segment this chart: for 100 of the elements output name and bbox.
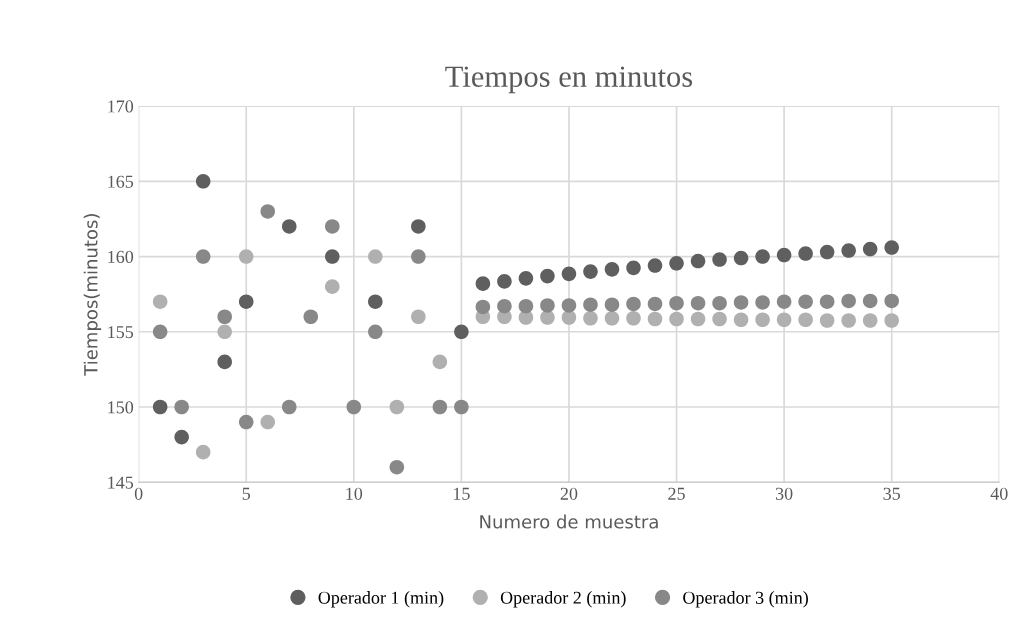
point <box>475 276 491 291</box>
point <box>368 294 383 309</box>
chart-title: Tiempos en minutos <box>445 66 693 94</box>
point <box>841 243 856 258</box>
point <box>776 294 792 309</box>
point <box>798 312 813 328</box>
point <box>712 311 727 327</box>
point <box>862 293 878 309</box>
point <box>583 310 598 326</box>
point <box>669 295 684 311</box>
point <box>561 310 577 325</box>
point <box>454 324 469 340</box>
point <box>325 219 340 234</box>
y-tick-label: 145 <box>108 476 134 489</box>
point <box>454 399 469 415</box>
point <box>884 313 899 328</box>
point <box>303 309 319 325</box>
point <box>819 313 835 328</box>
point <box>368 324 383 340</box>
point <box>561 298 577 313</box>
point <box>712 252 727 267</box>
x-tick-label: 20 <box>560 487 578 500</box>
point <box>497 274 512 289</box>
point <box>540 268 555 284</box>
point <box>669 311 684 327</box>
x-tick-label: 5 <box>242 487 251 500</box>
point <box>798 294 813 309</box>
point <box>626 296 641 312</box>
point <box>798 246 813 261</box>
point <box>432 399 448 415</box>
point <box>195 249 211 264</box>
point <box>174 429 189 445</box>
point <box>195 444 211 460</box>
y-tick-label: 150 <box>108 401 134 414</box>
point <box>217 354 232 370</box>
point <box>626 310 641 326</box>
x-tick-label: 35 <box>883 487 901 500</box>
point <box>669 256 684 271</box>
point <box>411 309 426 325</box>
point <box>647 311 663 327</box>
point <box>604 310 620 326</box>
point <box>690 253 706 269</box>
point <box>411 249 426 264</box>
point <box>389 399 405 415</box>
point <box>776 312 792 328</box>
point <box>325 249 340 264</box>
y-tick-label: 165 <box>108 175 134 188</box>
point <box>346 399 362 415</box>
point <box>195 174 211 189</box>
point <box>152 294 168 309</box>
point <box>647 258 663 273</box>
x-tick-label: 40 <box>990 487 1008 500</box>
point <box>884 293 899 309</box>
point <box>626 260 641 276</box>
point <box>841 313 856 328</box>
y-tick-label: 170 <box>108 100 134 113</box>
point <box>819 294 835 309</box>
point <box>647 296 663 312</box>
point <box>862 313 878 328</box>
point <box>238 249 254 264</box>
point <box>411 219 426 234</box>
point <box>690 295 706 311</box>
point <box>260 414 276 430</box>
point <box>841 293 856 309</box>
point <box>475 299 491 315</box>
x-tick-label: 30 <box>775 487 793 500</box>
point <box>583 264 598 279</box>
point <box>733 312 749 328</box>
point <box>238 294 254 309</box>
point <box>281 399 297 415</box>
point <box>152 399 168 415</box>
y-axis-title: Tiempos(minutos) <box>83 214 102 376</box>
point <box>217 309 232 325</box>
point <box>389 459 405 475</box>
y-tick-label: 155 <box>108 326 134 339</box>
legend-label: Operador 3 (min) <box>683 591 808 608</box>
legend-label: Operador 2 (min) <box>500 591 626 608</box>
point <box>325 279 340 294</box>
x-tick-label: 0 <box>134 487 143 500</box>
point <box>733 250 749 266</box>
point <box>174 399 189 415</box>
x-axis-title: Numero de muestra <box>480 514 658 529</box>
x-tick-label: 15 <box>453 487 470 500</box>
point <box>690 311 706 327</box>
point <box>604 297 620 312</box>
point <box>540 298 555 313</box>
point <box>497 298 512 314</box>
point <box>755 312 770 328</box>
point <box>281 219 297 234</box>
x-tick-label: 10 <box>346 487 363 500</box>
point <box>561 266 577 282</box>
point <box>152 324 168 340</box>
point <box>432 354 448 370</box>
point <box>733 295 749 310</box>
point <box>755 249 770 264</box>
point <box>260 204 276 219</box>
point <box>712 295 727 311</box>
point <box>518 271 534 286</box>
point <box>518 298 534 314</box>
point <box>755 295 770 310</box>
